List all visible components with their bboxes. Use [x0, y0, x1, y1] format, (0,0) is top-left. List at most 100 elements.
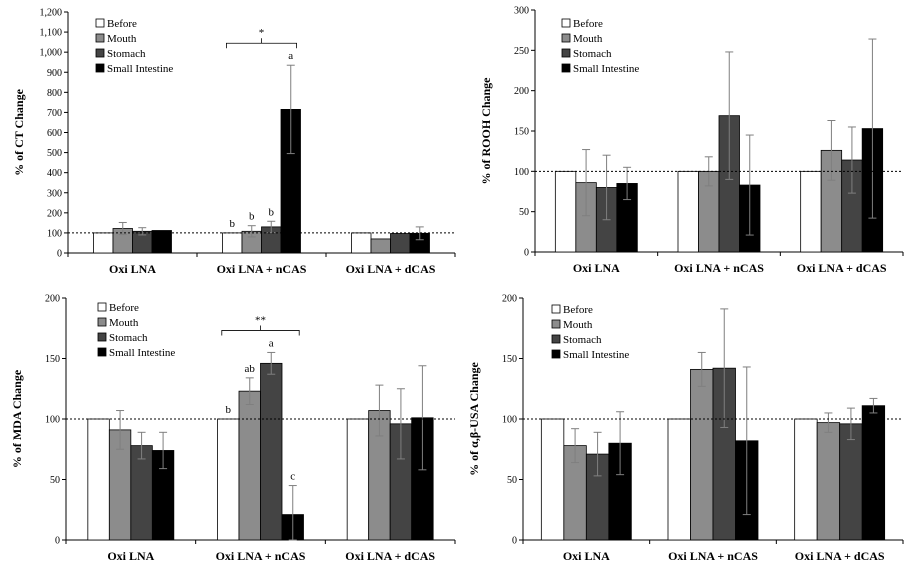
significance-bracket	[226, 42, 297, 49]
legend-swatch-before	[561, 18, 571, 28]
legend-swatch-mouth	[95, 33, 105, 43]
significance-letter: b	[269, 206, 275, 218]
legend-swatch-small-intestine	[561, 63, 571, 73]
x-category-label: Oxi LNA + nCAS	[217, 262, 307, 276]
legend-swatch-mouth	[551, 319, 561, 329]
legend-label: Stomach	[573, 48, 612, 60]
legend-swatch-before	[551, 304, 561, 314]
legend-label: Before	[573, 18, 603, 30]
legend-label: Stomach	[107, 48, 146, 60]
legend-swatch-stomach	[551, 334, 561, 344]
y-tick-label: 1,200	[40, 8, 63, 19]
bar-before	[540, 418, 565, 541]
legend-swatch-small-intestine	[551, 349, 561, 359]
y-tick-label: 300	[47, 188, 62, 199]
x-category-label: Oxi LNA + dCAS	[795, 549, 885, 563]
y-tick-label: 500	[47, 148, 62, 159]
bar-before	[351, 232, 372, 254]
legend-label: Stomach	[109, 332, 148, 344]
legend-label: Before	[563, 304, 593, 316]
legend-swatch-mouth	[561, 33, 571, 43]
y-tick-label: 1,000	[40, 48, 63, 59]
y-tick-label: 50	[507, 475, 517, 486]
y-tick-label: 1,100	[40, 28, 63, 39]
bar-mouth	[238, 390, 261, 541]
y-tick-label: 800	[47, 88, 62, 99]
y-tick-label: 0	[55, 536, 60, 547]
x-category-label: Oxi LNA	[109, 262, 156, 276]
legend-label: Mouth	[563, 319, 593, 331]
y-tick-label: 700	[47, 108, 62, 119]
bar-before	[217, 418, 240, 541]
bar-before	[667, 418, 691, 541]
significance-letter: c	[290, 471, 295, 483]
y-tick-label: 100	[47, 228, 62, 239]
y-tick-label: 100	[514, 167, 529, 178]
legend-swatch-stomach	[95, 48, 105, 58]
legend-label: Small Intestine	[573, 63, 639, 75]
legend-label: Small Intestine	[109, 347, 175, 359]
legend-swatch-mouth	[97, 317, 107, 327]
bar-before	[554, 170, 577, 253]
y-tick-label: 0	[512, 536, 517, 547]
bar-small-intestine	[151, 230, 172, 254]
x-category-label: Oxi LNA	[563, 549, 610, 563]
legend-swatch-small-intestine	[97, 347, 107, 357]
significance-letter: b	[230, 218, 236, 230]
x-category-label: Oxi LNA + dCAS	[797, 261, 887, 275]
y-tick-label: 0	[524, 248, 529, 259]
y-tick-label: 250	[514, 46, 529, 57]
y-axis-title: % of ROOH Change	[479, 77, 493, 185]
x-category-label: Oxi LNA	[573, 261, 620, 275]
bar-before	[794, 418, 818, 541]
bar-small-intestine	[861, 405, 886, 541]
y-tick-label: 600	[47, 128, 62, 139]
x-category-label: Oxi LNA + dCAS	[345, 549, 435, 563]
bar-mouth	[690, 368, 714, 541]
legend-label: Small Intestine	[563, 349, 629, 361]
y-axis-title: % of α,β-USA Change	[467, 361, 481, 475]
bar-before	[222, 232, 243, 254]
x-category-label: Oxi LNA + nCAS	[216, 549, 306, 563]
legend-label: Mouth	[109, 317, 139, 329]
legend-swatch-before	[95, 18, 105, 28]
significance-letter: ab	[245, 363, 256, 375]
legend-label: Stomach	[563, 334, 602, 346]
bar-stomach	[839, 423, 863, 541]
bar-before	[93, 232, 114, 254]
legend-label: Before	[109, 302, 139, 314]
significance-marker: **	[255, 314, 266, 326]
legend-swatch-stomach	[97, 332, 107, 342]
legend-swatch-before	[97, 302, 107, 312]
x-category-label: Oxi LNA + dCAS	[346, 262, 436, 276]
bar-mouth	[816, 422, 841, 541]
significance-bracket	[221, 330, 300, 336]
legend-swatch-stomach	[561, 48, 571, 58]
bar-before	[800, 170, 822, 253]
significance-letter: a	[269, 337, 274, 349]
y-tick-label: 900	[47, 68, 62, 79]
y-axis-title: % of MDA Change	[10, 369, 24, 468]
bar-stomach	[390, 233, 411, 254]
bar-before	[346, 418, 370, 541]
significance-letter: b	[249, 211, 255, 223]
bar-before	[677, 170, 699, 253]
x-category-label: Oxi LNA + nCAS	[668, 549, 758, 563]
y-tick-label: 100	[45, 415, 60, 426]
significance-letter: a	[288, 50, 293, 62]
y-tick-label: 400	[47, 168, 62, 179]
legend-swatch-small-intestine	[95, 63, 105, 73]
x-category-label: Oxi LNA + nCAS	[674, 261, 764, 275]
y-tick-label: 0	[57, 249, 62, 260]
y-tick-label: 150	[514, 127, 529, 138]
significance-letter: b	[226, 404, 232, 416]
y-axis-title: % of CT Change	[12, 88, 26, 175]
y-tick-label: 150	[502, 354, 517, 365]
y-tick-label: 100	[502, 415, 517, 426]
legend-label: Mouth	[573, 33, 603, 45]
significance-marker: *	[259, 27, 265, 39]
legend-label: Small Intestine	[107, 63, 173, 75]
legend-label: Before	[107, 18, 137, 30]
